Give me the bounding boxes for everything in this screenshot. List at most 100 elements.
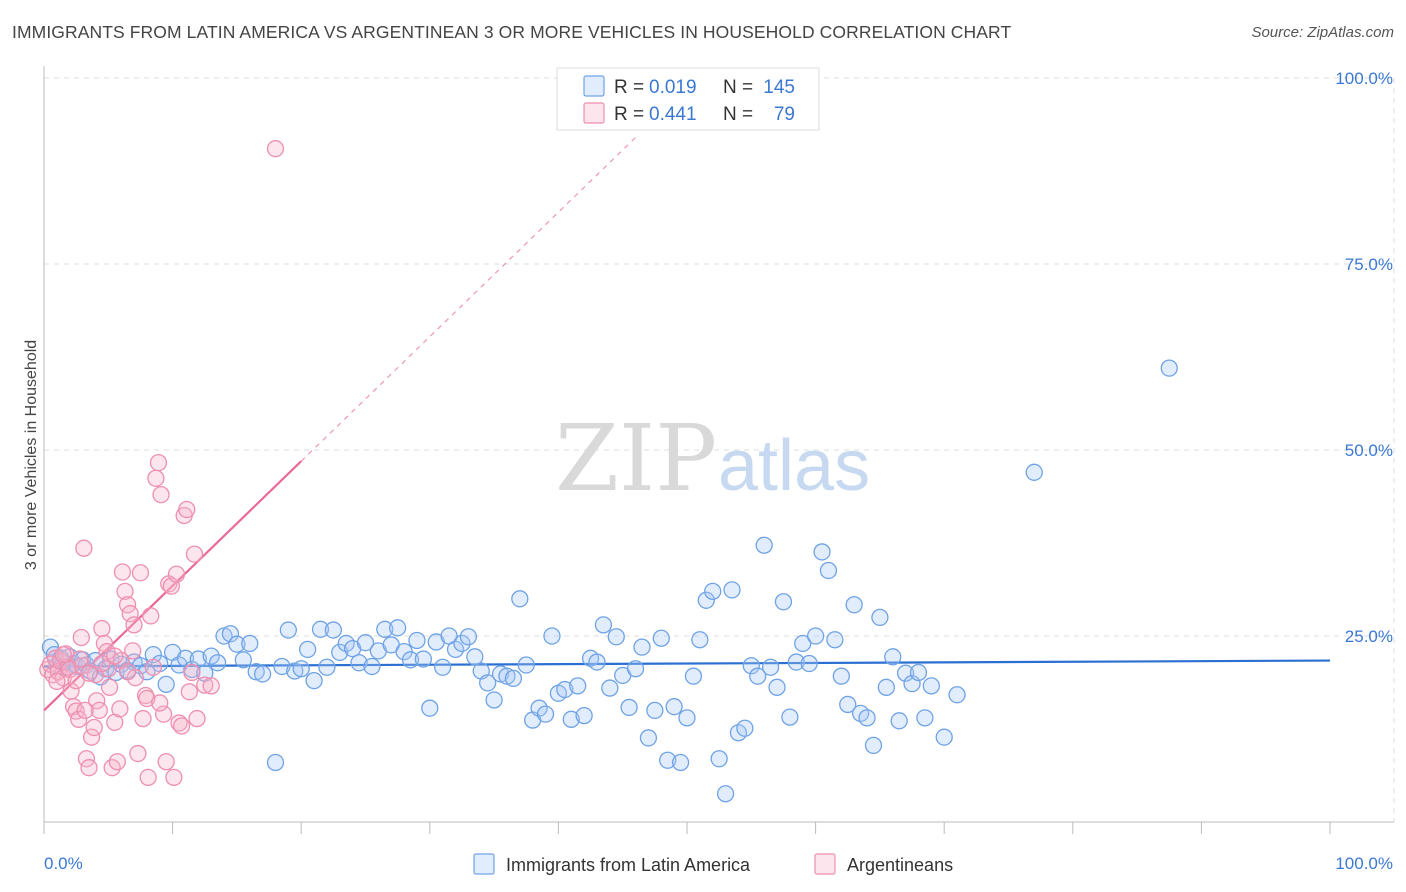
blue-series-swatch: [473, 853, 495, 875]
x-tick-label-max: 100.0%: [1335, 854, 1393, 873]
blue-data-point: [331, 643, 349, 662]
pink-data-point: [106, 647, 124, 665]
blue-data-point: [768, 678, 786, 696]
pink-data-point: [100, 678, 119, 696]
blue-data-point: [935, 728, 953, 746]
y-tick-label: 25.0%: [1345, 627, 1393, 646]
blue-data-point: [684, 667, 703, 685]
blue-data-point: [517, 656, 535, 674]
pink-data-point: [170, 714, 188, 732]
blue-data-point: [575, 706, 593, 725]
blue-data-point: [569, 677, 587, 695]
pink-data-point: [152, 485, 170, 504]
blue-data-point: [819, 561, 838, 580]
pink-data-point: [85, 718, 103, 737]
blue-data-point: [864, 736, 883, 755]
blue-data-point: [311, 620, 330, 638]
blue-data-point: [376, 620, 394, 638]
blue-data-point: [620, 698, 638, 717]
legend-r-value: 0.441: [649, 104, 697, 125]
blue-data-point: [639, 729, 658, 747]
y-axis-label: 3 or more Vehicles in Household: [23, 340, 40, 570]
blue-data-point: [543, 627, 561, 645]
blue-data-point: [922, 677, 940, 695]
legend-r-label: R =: [614, 104, 644, 125]
pink-data-point: [157, 753, 175, 771]
pink-data-point: [90, 701, 108, 720]
pink-data-point: [138, 689, 156, 708]
blue-data-point: [794, 634, 812, 653]
trend-lines: [43, 137, 1331, 712]
pink-data-point: [202, 677, 220, 695]
pink-data-point: [118, 663, 137, 681]
blue-data-point: [350, 654, 368, 672]
blue-data-point: [755, 536, 773, 554]
blue-data-point: [466, 648, 484, 666]
blue-data-point: [446, 640, 465, 659]
pink-data-point: [48, 672, 66, 691]
blue-data-point: [401, 651, 420, 669]
blue-data-point: [665, 698, 683, 716]
pink-data-point: [80, 759, 98, 777]
blue-data-point: [324, 621, 343, 639]
watermark-atlas: atlas: [718, 426, 870, 506]
pink-data-point: [93, 619, 111, 638]
pink-data-point: [54, 645, 72, 664]
legend-r-value: 0.019: [649, 77, 697, 98]
pink-data-point: [180, 683, 198, 701]
blue-data-point: [716, 785, 735, 803]
pink-data-point: [151, 694, 169, 712]
blue-data-point: [202, 647, 220, 665]
blue-data-point: [691, 631, 709, 649]
pink-data-point: [67, 671, 85, 690]
blue-data-point: [948, 686, 966, 704]
blue-data-point: [1025, 463, 1043, 481]
y-tick-label: 100.0%: [1335, 69, 1393, 88]
pink-data-point: [116, 582, 134, 601]
legend-n-label: N =: [723, 77, 753, 98]
blue-data-point: [479, 674, 497, 692]
blue-data-point: [832, 667, 850, 685]
blue-data-point: [704, 582, 722, 601]
blue-data-point: [453, 634, 471, 653]
pink-data-point: [124, 642, 142, 660]
blue-data-point: [659, 751, 677, 769]
blue-data-point: [253, 665, 272, 683]
legend-r-label: R =: [614, 77, 644, 98]
blue-data-point: [896, 664, 915, 682]
blue-trend-line: [43, 659, 1331, 668]
blue-legend-swatch: [583, 75, 605, 97]
blue-data-point: [241, 634, 259, 653]
pink-data-point: [93, 654, 111, 673]
pink-data-point: [185, 545, 204, 563]
pink-data-point: [75, 539, 93, 557]
blue-data-point: [318, 658, 336, 676]
pink-data-point: [165, 768, 183, 787]
pink-data-point: [129, 744, 147, 763]
y-tick-label: 50.0%: [1345, 441, 1393, 460]
source-label: Source: ZipAtlas.com: [1251, 24, 1394, 41]
blue-data-point: [871, 608, 889, 627]
blue-data-point: [228, 635, 246, 653]
blue-data-point: [806, 627, 825, 645]
blue-data-point: [221, 625, 240, 643]
watermark-zip: ZIP: [555, 405, 717, 512]
blue-data-point: [884, 648, 902, 666]
blue-data-point: [774, 593, 793, 611]
blue-data-point: [626, 660, 645, 678]
pink-data-point: [147, 469, 165, 487]
blue-data-point: [601, 679, 619, 697]
blue-data-point: [144, 645, 162, 664]
legend-box: [556, 67, 820, 131]
blue-data-point: [678, 709, 696, 727]
blue-data-point: [170, 656, 188, 674]
blue-data-point: [607, 628, 625, 646]
blue-data-point: [594, 616, 613, 634]
pink-data-point: [266, 140, 285, 158]
pink-data-point: [121, 605, 139, 623]
blue-data-point: [408, 631, 426, 650]
y-tick-label: 75.0%: [1345, 255, 1393, 274]
watermark: ZIP atlas: [555, 405, 870, 512]
pink-data-point: [139, 768, 157, 787]
blue-data-point: [388, 619, 407, 637]
